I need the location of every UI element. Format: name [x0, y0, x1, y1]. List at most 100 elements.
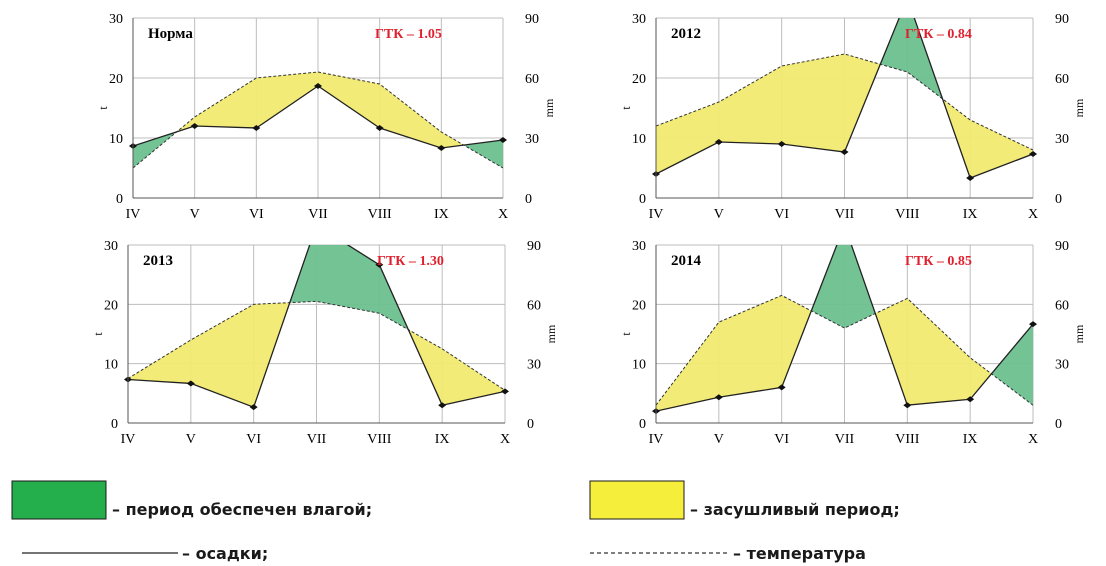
precipitation-marker	[966, 396, 975, 403]
x-tick-label: VI	[774, 432, 789, 447]
x-tick-label: VII	[835, 207, 855, 222]
dry-period-area	[656, 295, 812, 412]
x-tick-label: IX	[435, 432, 450, 447]
precipitation-marker	[314, 83, 322, 89]
x-tick-label: VI	[249, 207, 264, 222]
precipitation-marker	[777, 141, 786, 147]
precipitation-marker	[186, 380, 195, 387]
temperature-line	[128, 300, 505, 391]
y-axis-label-left: t	[619, 332, 633, 336]
precipitation-marker	[501, 388, 509, 395]
precipitation-marker	[190, 123, 199, 129]
y-tick-right: 0	[527, 417, 534, 432]
gtk-label: ГТК – 1.05	[375, 27, 442, 42]
panel-title: 2014	[671, 253, 702, 269]
y-tick-left: 0	[639, 192, 646, 207]
precipitation-marker	[375, 261, 384, 268]
y-axis-label-right: mm	[1072, 98, 1086, 117]
y-axis-label-left: t	[91, 332, 105, 336]
panel-title: 2013	[143, 253, 173, 269]
precipitation-marker	[903, 402, 912, 409]
gtk-label: ГТК – 0.84	[905, 27, 972, 42]
y-tick-left: 10	[632, 358, 646, 373]
gtk-label: ГТК – 0.85	[905, 254, 972, 269]
panel-title: Норма	[148, 26, 193, 42]
y-tick-right: 0	[1055, 192, 1062, 207]
y-tick-right: 90	[525, 12, 539, 27]
wet-period-area	[289, 245, 409, 330]
dry-period-area	[128, 302, 290, 408]
y-tick-left: 30	[632, 239, 646, 254]
y-tick-left: 10	[632, 132, 646, 147]
precipitation-marker	[840, 149, 849, 155]
dry-period-area	[942, 98, 1033, 178]
legend-wet-swatch	[11, 480, 107, 520]
legend-dry-swatch	[589, 480, 685, 520]
y-tick-right: 0	[525, 192, 532, 207]
x-tick-label: VII	[307, 432, 327, 447]
x-tick-label: V	[190, 207, 200, 222]
wet-period-area	[133, 131, 177, 168]
y-tick-left: 30	[632, 12, 646, 27]
wet-period-area	[991, 324, 1033, 406]
temperature-line	[133, 71, 503, 169]
legend-temp-label: – температура	[733, 544, 866, 563]
y-tick-left: 0	[111, 417, 118, 432]
precipitation-marker	[437, 145, 446, 151]
legend-wet-label: – период обеспечен влагой;	[112, 500, 372, 519]
x-tick-label: VI	[246, 432, 261, 447]
y-tick-left: 10	[104, 358, 118, 373]
y-tick-left: 30	[104, 239, 118, 254]
y-tick-left: 20	[104, 298, 118, 313]
x-tick-label: V	[186, 432, 196, 447]
panel-title: 2012	[671, 26, 701, 42]
y-tick-right: 0	[1055, 417, 1062, 432]
gtk-label: ГТК – 1.30	[377, 254, 444, 269]
x-tick-label: X	[1028, 432, 1038, 447]
y-tick-left: 0	[116, 192, 123, 207]
x-tick-label: IV	[649, 432, 664, 447]
x-tick-label: X	[500, 432, 510, 447]
y-tick-right: 90	[1055, 12, 1069, 27]
x-tick-label: VIII	[367, 432, 391, 447]
y-tick-left: 30	[109, 12, 123, 27]
y-tick-left: 0	[639, 417, 646, 432]
x-tick-label: IV	[121, 432, 136, 447]
precipitation-marker	[375, 125, 384, 131]
y-tick-left: 10	[109, 132, 123, 147]
wet-period-area	[463, 140, 503, 168]
dry-period-area	[875, 298, 992, 406]
precipitation-marker	[714, 394, 723, 401]
x-tick-label: VIII	[895, 207, 919, 222]
dry-period-area	[176, 72, 464, 148]
dry-period-area	[408, 329, 505, 406]
dry-period-area	[656, 54, 881, 174]
legend: – период обеспечен влагой; – засушливый п…	[11, 480, 900, 563]
x-tick-label: VIII	[895, 432, 919, 447]
x-tick-label: VII	[308, 207, 328, 222]
precipitation-marker	[777, 384, 786, 391]
y-tick-left: 20	[632, 72, 646, 87]
wet-period-area	[811, 245, 876, 329]
x-tick-label: X	[498, 207, 508, 222]
x-tick-label: V	[714, 432, 724, 447]
x-tick-label: IX	[963, 207, 978, 222]
x-tick-label: VI	[774, 207, 789, 222]
y-tick-left: 20	[109, 72, 123, 87]
precipitation-marker	[252, 125, 261, 131]
x-tick-label: VII	[835, 432, 855, 447]
wet-period-area	[880, 18, 943, 99]
temperature-line	[656, 53, 1033, 151]
y-tick-right: 30	[1055, 358, 1069, 373]
y-tick-right: 60	[1055, 72, 1069, 87]
precipitation-marker	[1029, 151, 1037, 157]
y-axis-label-left: t	[619, 106, 633, 110]
x-tick-label: V	[714, 207, 724, 222]
x-tick-label: IV	[126, 207, 141, 222]
chart-panel-2014: 0 10 20 30 0 30 60 90 IV V VI VII VIII IX Xt mm 2014 ГТК …	[619, 239, 1086, 447]
x-tick-label: X	[1028, 207, 1038, 222]
precipitation-marker	[438, 402, 447, 409]
chart-panel-2013: 0 10 20 30 0 30 60 90 IV V VI VII VIII IX Xt mm 2013 ГТК …	[91, 239, 558, 447]
chart-panel-2012: 0 10 20 30 0 30 60 90 IV V VI VII VIII IX Xt mm 2012 ГТК …	[619, 12, 1086, 222]
